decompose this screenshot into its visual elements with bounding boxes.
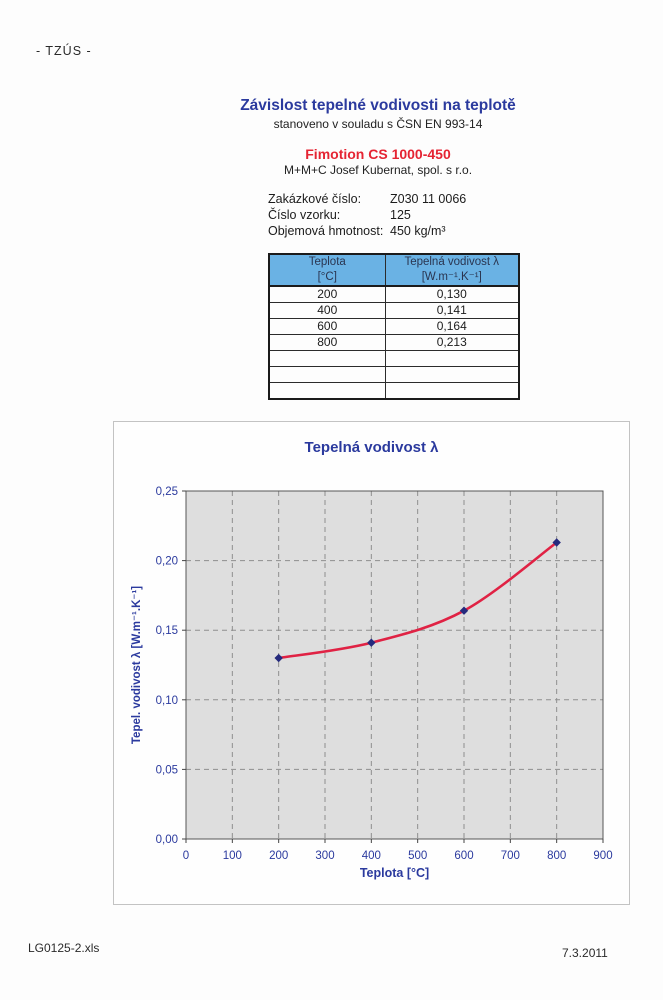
gridlines [186, 491, 603, 839]
table-row [268, 382, 520, 400]
chart-title: Tepelná vodivost λ [304, 439, 439, 456]
data-series-line [277, 541, 558, 660]
report-subtitle: stanoveno v souladu s ČSN EN 993-14 [273, 117, 483, 131]
field-label: Číslo vzorku: [268, 208, 341, 222]
svg-text:0,25: 0,25 [156, 486, 178, 498]
table-cell: 600 [268, 318, 386, 335]
table-cell [268, 366, 386, 383]
table-header-row: Teplota [°C] Tepelná vodivost λ [W.m⁻¹.K… [268, 253, 520, 287]
table-cell: 0,164 [384, 318, 520, 335]
results-table: Teplota [°C] Tepelná vodivost λ [W.m⁻¹.K… [268, 253, 520, 400]
svg-text:0: 0 [183, 850, 189, 862]
table-row: 200 0,130 [268, 285, 520, 303]
table-row: 800 0,213 [268, 334, 520, 351]
y-axis-title: Tepel. vodivost λ [W.m⁻¹.K⁻¹] [131, 586, 143, 744]
svg-text:0,00: 0,00 [156, 834, 178, 846]
table-cell: 0,130 [384, 285, 520, 303]
table-cell: 200 [268, 285, 386, 303]
metadata-fields: Zakázkové číslo: Z030 11 0066 Číslo vzor… [268, 192, 568, 240]
table-row: 600 0,164 [268, 318, 520, 335]
footer-date: 7.3.2011 [562, 946, 608, 960]
company-name: M+M+C Josef Kubernat, spol. s r.o. [283, 163, 473, 177]
svg-text:0,10: 0,10 [156, 695, 178, 707]
svg-text:200: 200 [269, 850, 288, 862]
table-cell: 0,141 [384, 302, 520, 319]
table-cell: 400 [268, 302, 386, 319]
table-cell: 0,213 [384, 334, 520, 351]
line-chart: 0 100 200 300 400 500 600 700 800 900 0,00 0,05 0,10… [131, 486, 613, 880]
svg-text:900: 900 [593, 850, 612, 862]
svg-text:100: 100 [223, 850, 242, 862]
svg-text:700: 700 [501, 850, 520, 862]
field-value: 450 kg/m³ [390, 224, 446, 238]
table-cell [384, 382, 520, 400]
svg-text:300: 300 [315, 850, 334, 862]
svg-text:800: 800 [547, 850, 566, 862]
table-row: 400 0,141 [268, 302, 520, 319]
table-cell [384, 366, 520, 383]
footer-filename: LG0125-2.xls [28, 941, 100, 955]
chart-frame: Tepelná vodivost λ 0 100 200 300 400 500 600 70… [113, 421, 630, 905]
table-cell: 800 [268, 334, 386, 351]
product-name: Fimotion CS 1000-450 [305, 146, 451, 162]
field-value: 125 [390, 208, 411, 222]
field-bulk-density: Objemová hmotnost: 450 kg/m³ [268, 224, 568, 238]
svg-text:0,20: 0,20 [156, 556, 178, 568]
page-stamp: - TZÚS - [36, 44, 92, 58]
field-sample-number: Číslo vzorku: 125 [268, 208, 568, 222]
field-order-number: Zakázkové číslo: Z030 11 0066 [268, 192, 568, 206]
x-axis-title: Teplota [°C] [360, 866, 429, 880]
svg-text:600: 600 [454, 850, 473, 862]
field-value: Z030 11 0066 [390, 192, 467, 206]
plot-area [186, 491, 603, 839]
svg-text:0,15: 0,15 [156, 625, 178, 637]
table-cell [268, 350, 386, 367]
y-axis-tick-labels: 0,00 0,05 0,10 0,15 0,20 0,25 [156, 486, 178, 846]
field-label: Zakázkové číslo: [268, 192, 362, 206]
table-header-conductivity: Tepelná vodivost λ [W.m⁻¹.K⁻¹] [384, 253, 520, 287]
axis-ticks [182, 490, 604, 843]
field-label: Objemová hmotnost: [268, 224, 384, 238]
header-unit: [W.m⁻¹.K⁻¹] [421, 271, 482, 283]
table-row [268, 350, 520, 367]
table-cell [384, 350, 520, 367]
header-unit: [°C] [317, 271, 337, 283]
header-title: Tepelná vodivost λ [404, 256, 500, 268]
table-cell [268, 382, 386, 400]
svg-text:0,05: 0,05 [156, 764, 178, 776]
report-title: Závislost tepelné vodivosti na teplotě [240, 97, 516, 114]
plot-border [185, 490, 604, 840]
svg-text:400: 400 [362, 850, 381, 862]
header-title: Teplota [308, 256, 346, 268]
table-header-temperature: Teplota [°C] [268, 253, 386, 287]
svg-text:500: 500 [408, 850, 427, 862]
x-axis-tick-labels: 0 100 200 300 400 500 600 700 800 900 [183, 850, 613, 862]
table-row [268, 366, 520, 383]
